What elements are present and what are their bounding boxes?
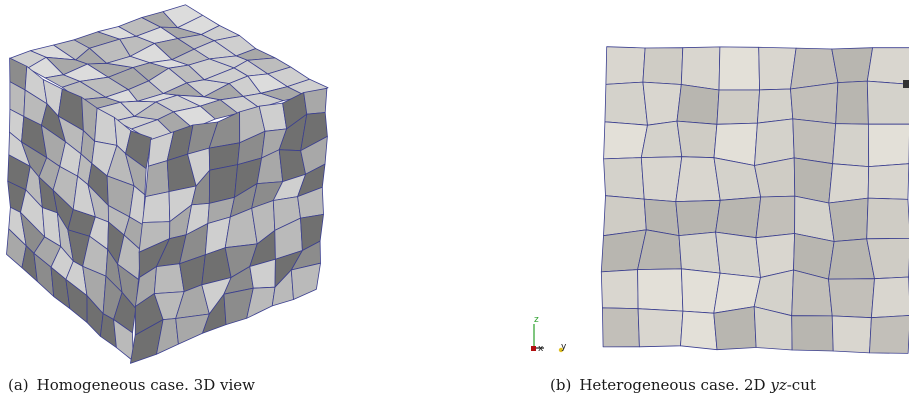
cut-face-cell xyxy=(603,195,647,237)
cube-right-face-cell xyxy=(142,191,171,223)
cube-right-face-cell xyxy=(303,87,328,115)
cut-face-cell xyxy=(793,157,834,204)
caption-b-tag: (b) xyxy=(550,376,572,394)
cut-face-cell xyxy=(678,231,721,274)
cube-right-face-cell xyxy=(290,262,321,300)
cube-top-face-cell xyxy=(286,78,329,97)
cut-face-cell xyxy=(680,310,718,351)
yz-cut-mesh-2d: z x y xyxy=(531,46,909,354)
cut-face-cell xyxy=(867,123,909,168)
cut-face-cell xyxy=(718,46,761,91)
cut-face-cell xyxy=(604,81,648,126)
cut-face-cell xyxy=(828,197,869,242)
caption-b-math: yz xyxy=(770,376,787,394)
cube-right-face-cell xyxy=(145,160,170,198)
cut-face-cell xyxy=(715,196,762,239)
axis-y-label: y xyxy=(561,342,567,352)
cube-mesh-3d xyxy=(6,4,329,364)
cut-face-cell xyxy=(637,308,684,348)
cut-face-cell xyxy=(866,47,909,85)
cut-face-cell xyxy=(676,84,720,125)
cut-face-cell xyxy=(832,123,870,168)
cut-face-cell xyxy=(713,306,757,351)
caption-b-prefix: Heterogeneous case. 2D xyxy=(579,376,771,394)
caption-a: (a) Homogeneous case. 3D view xyxy=(8,376,255,394)
panel-homogeneous: (a) Homogeneous case. 3D view xyxy=(0,0,340,407)
caption-b-suffix: -cut xyxy=(786,376,816,394)
cut-face-cell xyxy=(680,46,721,91)
caption-b: (b) Heterogeneous case. 2D yz-cut xyxy=(550,376,816,394)
cut-face-cell xyxy=(790,82,839,124)
cut-face-cell xyxy=(828,278,875,319)
edge-mark xyxy=(903,80,909,88)
cut-face-cell xyxy=(756,88,794,124)
cut-face-cell xyxy=(602,307,640,348)
cut-face-cell xyxy=(716,89,761,125)
cut-face-cell xyxy=(758,46,797,91)
cut-face-cell xyxy=(867,163,909,200)
cut-face-cell xyxy=(866,238,909,280)
cut-face-cell xyxy=(640,120,683,159)
panel-heterogeneous: z x y (b) Heterogeneous case. 2D yz-cut xyxy=(520,0,909,407)
cut-face-cell xyxy=(831,315,872,354)
cut-face-cell xyxy=(869,315,909,354)
cut-face-cell xyxy=(792,118,837,165)
axes-triad-icon: z x y xyxy=(531,315,567,354)
caption-a-tag: (a) xyxy=(8,376,29,394)
axis-x-label: x xyxy=(538,344,544,354)
cut-face-cell xyxy=(676,120,718,159)
cut-face-cell xyxy=(605,46,646,85)
axis-z-label: z xyxy=(534,315,539,325)
cut-face-cell xyxy=(675,199,721,237)
cut-face-cell xyxy=(715,231,761,278)
cut-face-cell xyxy=(831,47,874,83)
cut-face-cell xyxy=(828,163,870,204)
cut-face-cell xyxy=(791,315,834,352)
cut-face-cell xyxy=(603,121,648,160)
cut-face-cell xyxy=(600,269,639,310)
cut-face-cell xyxy=(754,118,795,166)
cut-face-cell xyxy=(790,47,839,90)
cut-face-cell xyxy=(640,156,683,203)
cut-face-cell xyxy=(642,47,684,85)
cut-face-cell xyxy=(835,80,869,125)
caption-a-text: Homogeneous case. 3D view xyxy=(36,376,255,394)
cut-face-cell xyxy=(637,268,684,312)
cube-right-face-cell xyxy=(223,287,254,326)
cut-face-cell xyxy=(675,156,721,203)
cut-face-cell xyxy=(870,276,909,319)
cut-face-cell xyxy=(680,268,721,314)
cut-face-cell xyxy=(755,195,796,239)
cube-right-face-cell xyxy=(153,263,185,295)
cut-face-cell xyxy=(603,157,645,200)
cut-face-cell xyxy=(642,81,682,126)
cut-face-cell xyxy=(866,80,909,125)
cut-face-cell xyxy=(866,197,909,240)
